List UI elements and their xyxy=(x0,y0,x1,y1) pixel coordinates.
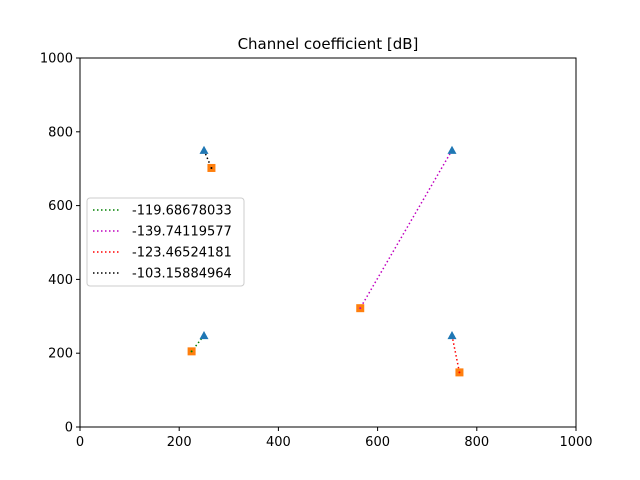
y-tick-label-4: 800 xyxy=(48,125,73,140)
legend-label-0: -119.68678033 xyxy=(132,204,232,219)
link-end-dot-3 xyxy=(210,166,213,169)
triangle-marker-2 xyxy=(447,330,457,340)
legend-label-3: -103.15884964 xyxy=(132,267,232,282)
link-end-dot-2 xyxy=(458,371,461,374)
plot-frame xyxy=(79,57,577,428)
x-axis: 0 200 400 600 800 1000 xyxy=(76,427,593,450)
y-tick-label-3: 600 xyxy=(48,199,73,214)
y-tick-label-2: 400 xyxy=(48,273,73,288)
y-tick-label-0: 0 xyxy=(65,421,73,436)
x-tick-label-0: 0 xyxy=(76,435,84,450)
legend: -119.68678033 -139.74119577 -123.46524181 -… xyxy=(86,197,245,287)
legend-label-2: -123.46524181 xyxy=(132,246,232,261)
y-tick-label-1: 200 xyxy=(48,347,73,362)
triangle-marker-0 xyxy=(199,330,209,340)
x-tick-label-3: 600 xyxy=(365,435,390,450)
triangle-marker-1 xyxy=(447,145,457,154)
y-tick-label-5: 1000 xyxy=(40,52,73,67)
triangle-marker-3 xyxy=(199,145,209,154)
x-tick-label-1: 200 xyxy=(167,435,192,450)
legend-label-1: -139.74119577 xyxy=(132,225,232,240)
legend-box xyxy=(86,197,245,287)
marker-layer xyxy=(187,145,464,377)
x-tick-label-5: 1000 xyxy=(559,435,592,450)
link-end-dot-0 xyxy=(190,350,193,353)
y-axis: 0 200 400 600 800 1000 xyxy=(40,52,80,436)
chart-title: Channel coefficient [dB] xyxy=(238,35,419,53)
link-line-1 xyxy=(359,149,453,309)
x-tick-label-2: 400 xyxy=(266,435,291,450)
x-tick-label-4: 800 xyxy=(464,435,489,450)
link-end-dot-1 xyxy=(359,307,362,310)
